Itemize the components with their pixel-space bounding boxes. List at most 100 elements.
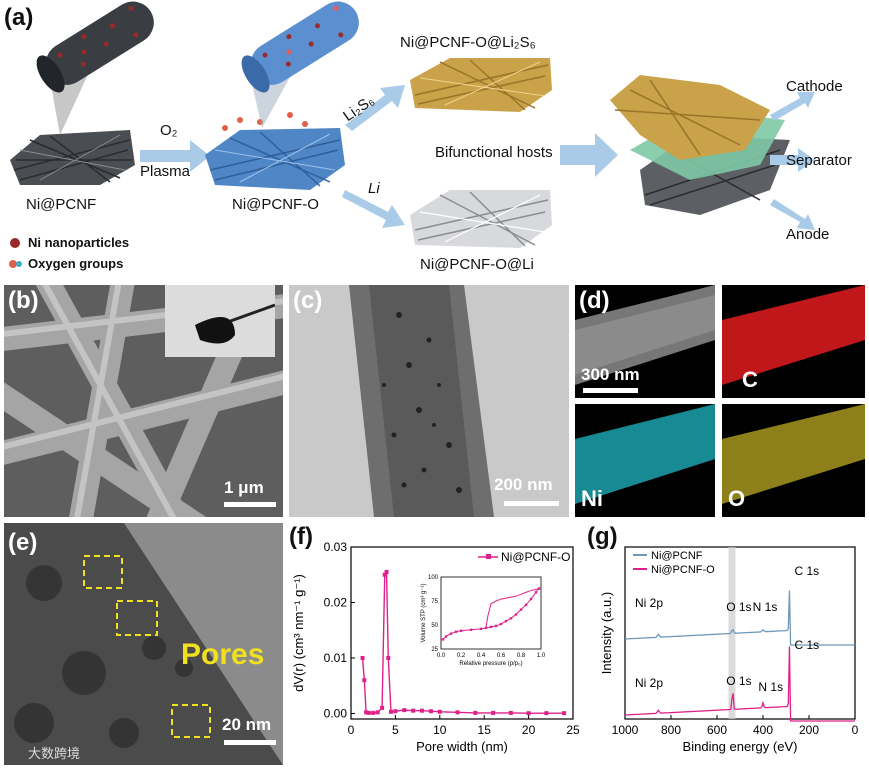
peak-annotation: N 1s bbox=[758, 680, 783, 694]
plot-frame bbox=[350, 546, 574, 720]
label-plasma: Plasma bbox=[140, 163, 191, 180]
x-tick-label: 15 bbox=[478, 723, 492, 737]
plot-frame bbox=[624, 546, 856, 720]
legend-ni-text: Ni nanoparticles bbox=[28, 235, 130, 250]
label-anode: Anode bbox=[786, 226, 830, 243]
white-fiber-mat bbox=[410, 190, 552, 248]
panel-c-scale-text: 200 nm bbox=[494, 475, 553, 494]
legend-o-marker bbox=[9, 260, 17, 268]
data-point bbox=[411, 708, 416, 713]
o1s-highlight-band bbox=[728, 547, 736, 719]
peak-annotation: Ni 2p bbox=[635, 596, 663, 610]
x-tick-label: 0 bbox=[348, 723, 355, 737]
panel-f-label: (f) bbox=[289, 523, 313, 550]
peak-annotation: C 1s bbox=[794, 564, 819, 578]
panel-g: 1000 800 600 400 200 0 Binding energy (eV) Inte… bbox=[583, 523, 868, 767]
peak-annotation: C 1s bbox=[794, 638, 819, 652]
inset-x-tick-label: 0.4 bbox=[477, 653, 486, 659]
label-bifunctional: Bifunctional hosts bbox=[435, 144, 553, 161]
blue-fiber-cylinder bbox=[241, 1, 359, 93]
x-axis-label: Binding energy (eV) bbox=[683, 739, 798, 754]
sem-inset-photo bbox=[165, 285, 276, 357]
x-axis-label: Pore width (nm) bbox=[416, 739, 508, 754]
data-point bbox=[402, 708, 407, 713]
x-tick-label: 1000 bbox=[612, 723, 639, 737]
label-ni-pcnf: Ni@PCNF bbox=[26, 196, 97, 213]
data-point bbox=[455, 710, 460, 715]
arrow-cathode bbox=[770, 92, 815, 121]
inset-point bbox=[449, 632, 453, 635]
panel-d-label: (d) bbox=[579, 287, 610, 314]
inset-x-tick-label: 1.0 bbox=[537, 653, 546, 659]
spectrum-ni-pcnf-o bbox=[624, 646, 855, 722]
inset-x-tick-label: 0.8 bbox=[517, 653, 526, 659]
panel-b-sem: (b) 1 μm bbox=[4, 285, 283, 517]
map-o-label: O bbox=[728, 486, 746, 511]
data-point bbox=[364, 710, 369, 715]
data-point bbox=[362, 678, 367, 683]
data-point bbox=[437, 709, 442, 714]
peak-annotation: O 1s bbox=[726, 674, 751, 688]
data-point bbox=[562, 711, 567, 716]
label-li: Li bbox=[368, 180, 380, 197]
chart-pore-distribution: 0 5 10 15 20 25 0.00 0.01 0.02 0.03 Pore width (nm… bbox=[291, 540, 580, 754]
panel-c-scalebar bbox=[504, 501, 559, 506]
legend-marker bbox=[486, 554, 491, 559]
label-o2: O₂ bbox=[160, 122, 178, 139]
watermark-text: 大数跨境 bbox=[28, 746, 81, 761]
data-point bbox=[366, 710, 371, 715]
data-point bbox=[526, 711, 531, 716]
label-cathode: Cathode bbox=[786, 78, 843, 95]
panel-e-scale-text: 20 nm bbox=[222, 715, 272, 734]
peak-annotation: Ni 2p bbox=[635, 676, 663, 690]
battery-stack bbox=[610, 75, 790, 215]
data-point bbox=[473, 710, 478, 715]
y-tick-label: 0.01 bbox=[324, 651, 348, 665]
x-tick-label: 5 bbox=[392, 723, 399, 737]
x-tick-label: 600 bbox=[707, 723, 727, 737]
chart-xps-survey: 1000 800 600 400 200 0 Binding energy (eV) Inte… bbox=[599, 546, 859, 754]
panel-d-map-o: O bbox=[722, 404, 865, 517]
inset-point bbox=[529, 597, 533, 601]
arrow-bifunctional bbox=[560, 133, 618, 177]
inset-point bbox=[484, 626, 488, 630]
map-ni-label: Ni bbox=[581, 486, 603, 511]
data-point bbox=[375, 710, 380, 715]
inset-y-label: Volume STP (cm³ g⁻¹) bbox=[421, 583, 427, 642]
inset-x-label: Relative pressure (p/p₀) bbox=[459, 661, 522, 667]
x-tick-label: 800 bbox=[661, 723, 681, 737]
legend-label-1: Ni@PCNF bbox=[651, 550, 703, 562]
inset-y-tick-label: 100 bbox=[428, 575, 439, 581]
data-point bbox=[544, 711, 549, 716]
panel-f: 0 5 10 15 20 25 0.00 0.01 0.02 0.03 Pore width (nm… bbox=[289, 523, 581, 767]
label-top-product: Ni@PCNF-O@Li₂S₆ bbox=[400, 34, 536, 51]
inset-y-tick-label: 50 bbox=[431, 623, 438, 629]
inset-point bbox=[469, 628, 473, 631]
haadf-fiber bbox=[575, 285, 715, 385]
inset-point bbox=[499, 622, 503, 626]
panel-c-label: (c) bbox=[293, 287, 323, 314]
data-point bbox=[428, 709, 433, 714]
label-ni-pcnf-o: Ni@PCNF-O bbox=[232, 196, 319, 213]
panel-b-label: (b) bbox=[8, 287, 39, 314]
data-point bbox=[380, 705, 385, 710]
panel-d-haadf: (d) 300 nm bbox=[575, 285, 715, 398]
legend-ni-marker bbox=[10, 238, 20, 248]
data-point bbox=[384, 569, 389, 574]
panel-e-scalebar bbox=[224, 740, 276, 745]
panel-a: (a) bbox=[0, 0, 869, 282]
legend-label-2: Ni@PCNF-O bbox=[651, 564, 715, 576]
arrow-anode bbox=[770, 199, 815, 230]
gray-fiber-cylinder bbox=[36, 1, 154, 93]
data-point bbox=[360, 655, 365, 660]
inset-point bbox=[454, 630, 458, 633]
peak-annotation: O 1s bbox=[726, 600, 751, 614]
panel-d-scalebar bbox=[583, 388, 638, 393]
y-tick-label: 0.02 bbox=[324, 595, 348, 609]
legend-o-text: Oxygen groups bbox=[28, 256, 124, 271]
inset-point bbox=[444, 635, 448, 638]
inset-point bbox=[519, 608, 523, 611]
label-separator: Separator bbox=[786, 152, 852, 169]
map-c-fiber bbox=[722, 285, 865, 385]
inset-point bbox=[494, 624, 498, 628]
